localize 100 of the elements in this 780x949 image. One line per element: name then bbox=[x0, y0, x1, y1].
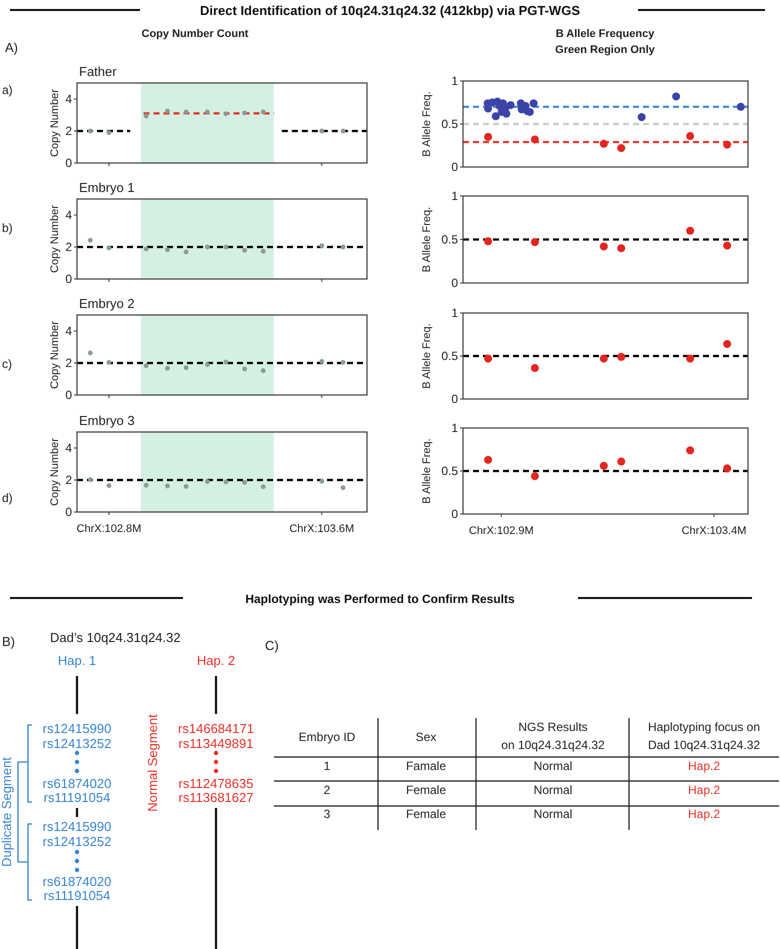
point bbox=[723, 140, 732, 149]
text: 3 bbox=[324, 807, 331, 821]
y-axis-title: B Allele Freq. bbox=[421, 438, 433, 504]
point bbox=[600, 242, 608, 250]
text: rs12413252 bbox=[42, 736, 112, 751]
y-tick-label: 0.5 bbox=[441, 464, 458, 478]
text: Famale bbox=[406, 759, 446, 773]
y-tick-label: 4 bbox=[65, 208, 72, 222]
y-tick-label: 0 bbox=[451, 507, 458, 522]
point bbox=[484, 354, 492, 363]
y-tick-label: 2 bbox=[65, 356, 72, 370]
point bbox=[165, 366, 170, 371]
text: b) bbox=[2, 221, 13, 235]
point bbox=[502, 110, 510, 118]
text: Dad’s 10q24.31q24.32 bbox=[50, 630, 181, 645]
point bbox=[506, 101, 515, 110]
y-axis-title: Copy Number bbox=[49, 438, 61, 506]
point bbox=[617, 458, 626, 466]
y-axis-title: B Allele Freq. bbox=[421, 323, 433, 389]
y-tick-label: 0.5 bbox=[441, 349, 458, 364]
text: Haplotyping focus on Dad 10q24.31q24.32 bbox=[648, 720, 760, 752]
text: Normal Segment bbox=[145, 714, 160, 812]
point bbox=[319, 478, 324, 484]
y-tick-label: 0 bbox=[451, 392, 458, 406]
y-tick-label: 4 bbox=[65, 92, 72, 106]
text: rs12415990 bbox=[42, 819, 112, 834]
x-tick-label: ChrX:103.4M bbox=[682, 525, 746, 537]
text: Normal bbox=[534, 807, 572, 821]
point bbox=[204, 479, 210, 484]
text: Sex bbox=[416, 730, 436, 744]
text: Embryo ID bbox=[298, 730, 356, 744]
text: Haplotyping was Performed to Confirm Results bbox=[245, 592, 516, 606]
point bbox=[260, 248, 266, 254]
point bbox=[492, 112, 500, 120]
text: rs12415990 bbox=[42, 721, 112, 736]
text: d) bbox=[2, 491, 13, 505]
point bbox=[600, 354, 608, 363]
y-tick-label: 0 bbox=[65, 388, 72, 402]
text: rs11191054 bbox=[44, 888, 110, 903]
point bbox=[617, 352, 626, 361]
point bbox=[340, 244, 346, 250]
point bbox=[88, 128, 93, 134]
point bbox=[686, 446, 694, 454]
text: rs11191054 bbox=[44, 790, 110, 805]
text: rs61874020 bbox=[42, 776, 112, 791]
point bbox=[204, 362, 210, 367]
point bbox=[530, 364, 539, 372]
y-tick-label: 0 bbox=[451, 160, 458, 174]
point bbox=[204, 110, 210, 114]
point bbox=[184, 110, 188, 114]
point bbox=[686, 226, 694, 235]
point bbox=[88, 477, 93, 482]
point bbox=[672, 92, 680, 100]
text: Female bbox=[406, 807, 446, 821]
text: Hap.2 bbox=[688, 759, 720, 773]
point bbox=[224, 360, 228, 364]
point bbox=[723, 242, 732, 250]
y-tick-label: 2 bbox=[65, 124, 72, 138]
text: rs112478635 bbox=[178, 776, 254, 791]
point bbox=[144, 482, 149, 488]
point bbox=[88, 350, 93, 356]
point bbox=[224, 244, 228, 250]
text: Female bbox=[406, 783, 446, 797]
point bbox=[144, 114, 149, 118]
y-axis-title: B Allele Freq. bbox=[421, 206, 433, 272]
text: Hap.2 bbox=[688, 783, 720, 797]
text: Normal bbox=[534, 759, 572, 773]
point bbox=[106, 130, 112, 135]
point bbox=[184, 250, 188, 254]
y-tick-label: 1 bbox=[451, 74, 458, 88]
point bbox=[723, 340, 732, 348]
text: c) bbox=[2, 357, 12, 371]
point bbox=[736, 102, 745, 111]
point bbox=[165, 108, 170, 114]
point bbox=[260, 110, 266, 114]
point bbox=[144, 246, 149, 252]
point bbox=[686, 132, 694, 140]
text: rs146684171 bbox=[178, 721, 254, 736]
point bbox=[106, 483, 112, 488]
point bbox=[484, 132, 492, 141]
point bbox=[686, 354, 694, 363]
x-tick-label: ChrX:103.6M bbox=[289, 523, 354, 535]
point bbox=[638, 113, 646, 122]
y-tick-label: 2 bbox=[65, 473, 72, 488]
point bbox=[242, 248, 248, 253]
point bbox=[260, 484, 266, 490]
y-tick-label: 1 bbox=[451, 421, 458, 436]
point bbox=[484, 456, 492, 464]
point bbox=[184, 484, 188, 489]
text: a) bbox=[2, 83, 13, 97]
point bbox=[144, 363, 149, 368]
point bbox=[88, 238, 93, 243]
chart-title: Father bbox=[79, 64, 118, 79]
text: rs113681627 bbox=[178, 790, 254, 805]
y-tick-label: 1 bbox=[451, 306, 458, 320]
y-tick-label: 0.5 bbox=[441, 232, 458, 247]
point bbox=[723, 464, 732, 472]
text: Copy Number Count bbox=[142, 28, 249, 40]
text: rs12413252 bbox=[42, 834, 112, 849]
point bbox=[530, 238, 539, 246]
